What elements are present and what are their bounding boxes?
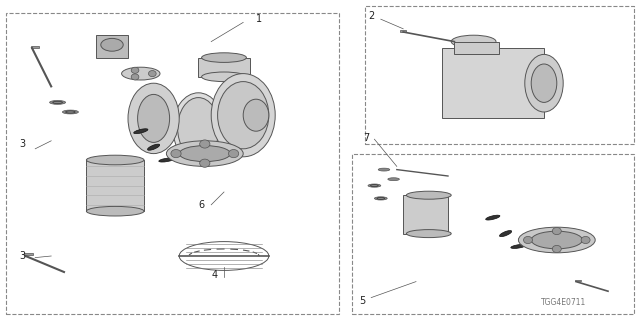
- Polygon shape: [31, 46, 39, 48]
- Ellipse shape: [134, 129, 148, 134]
- Ellipse shape: [171, 149, 181, 158]
- Ellipse shape: [243, 99, 269, 131]
- Ellipse shape: [228, 149, 239, 158]
- Ellipse shape: [122, 67, 160, 80]
- Ellipse shape: [378, 168, 390, 171]
- Ellipse shape: [486, 215, 500, 220]
- Polygon shape: [198, 58, 250, 77]
- Ellipse shape: [159, 158, 174, 162]
- Ellipse shape: [63, 110, 79, 114]
- Ellipse shape: [200, 159, 210, 167]
- Text: 1: 1: [256, 14, 262, 24]
- Ellipse shape: [524, 236, 532, 244]
- Ellipse shape: [86, 206, 144, 216]
- Polygon shape: [24, 253, 33, 255]
- Ellipse shape: [406, 230, 451, 237]
- Ellipse shape: [374, 197, 387, 200]
- Ellipse shape: [131, 67, 139, 73]
- Ellipse shape: [202, 53, 246, 62]
- Ellipse shape: [552, 228, 561, 235]
- Ellipse shape: [138, 94, 170, 142]
- Ellipse shape: [368, 184, 381, 187]
- Polygon shape: [442, 48, 544, 118]
- Ellipse shape: [202, 72, 246, 82]
- Text: 2: 2: [368, 11, 374, 21]
- Polygon shape: [454, 42, 499, 54]
- Ellipse shape: [178, 98, 220, 158]
- Ellipse shape: [499, 230, 512, 237]
- Polygon shape: [400, 30, 406, 32]
- Ellipse shape: [518, 227, 595, 253]
- Ellipse shape: [511, 244, 526, 248]
- Ellipse shape: [388, 178, 399, 180]
- Ellipse shape: [173, 93, 224, 163]
- Ellipse shape: [211, 74, 275, 157]
- Ellipse shape: [406, 191, 451, 199]
- Text: 3: 3: [19, 251, 26, 261]
- Ellipse shape: [147, 144, 160, 150]
- Ellipse shape: [581, 236, 590, 244]
- Ellipse shape: [179, 146, 230, 162]
- Polygon shape: [575, 280, 581, 281]
- Text: TGG4E0711: TGG4E0711: [541, 298, 586, 307]
- Ellipse shape: [451, 35, 496, 48]
- Ellipse shape: [101, 38, 123, 51]
- Ellipse shape: [131, 74, 139, 80]
- Ellipse shape: [148, 70, 156, 77]
- Ellipse shape: [128, 83, 179, 154]
- Text: 7: 7: [363, 133, 369, 143]
- Text: 5: 5: [360, 296, 366, 306]
- Text: 3: 3: [19, 139, 26, 149]
- Ellipse shape: [166, 141, 243, 166]
- Ellipse shape: [218, 82, 269, 149]
- Polygon shape: [96, 35, 128, 58]
- Ellipse shape: [200, 140, 210, 148]
- Ellipse shape: [50, 100, 65, 104]
- Ellipse shape: [552, 245, 561, 252]
- Ellipse shape: [525, 54, 563, 112]
- Text: 6: 6: [198, 200, 205, 210]
- Text: 4: 4: [211, 270, 218, 280]
- Ellipse shape: [86, 155, 144, 165]
- Ellipse shape: [531, 64, 557, 102]
- Polygon shape: [403, 195, 448, 234]
- Ellipse shape: [531, 231, 582, 249]
- Polygon shape: [86, 160, 144, 211]
